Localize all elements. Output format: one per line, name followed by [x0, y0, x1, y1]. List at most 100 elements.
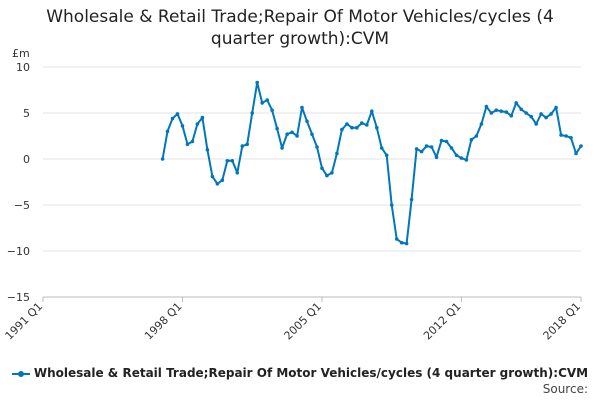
- data-point[interactable]: [165, 129, 170, 134]
- legend: Wholesale & Retail Trade;Repair Of Motor…: [0, 366, 600, 380]
- data-point[interactable]: [384, 153, 389, 158]
- data-point[interactable]: [404, 241, 409, 246]
- y-tick-label: −5: [14, 199, 30, 212]
- data-point[interactable]: [459, 156, 464, 160]
- x-tick-label: 1991 Q1: [3, 300, 46, 343]
- y-tick-label: 10: [16, 61, 30, 74]
- data-point[interactable]: [285, 132, 289, 136]
- data-point[interactable]: [305, 119, 309, 124]
- data-point[interactable]: [419, 149, 424, 154]
- x-tick-label: 1998 Q1: [142, 300, 185, 343]
- data-point[interactable]: [514, 101, 518, 105]
- data-point[interactable]: [499, 109, 504, 113]
- data-point[interactable]: [200, 115, 205, 120]
- data-point[interactable]: [444, 139, 449, 144]
- data-point[interactable]: [439, 138, 444, 143]
- data-point[interactable]: [394, 237, 399, 241]
- data-point[interactable]: [195, 122, 200, 126]
- data-point[interactable]: [345, 122, 349, 126]
- data-point[interactable]: [220, 178, 225, 182]
- data-point[interactable]: [360, 121, 364, 125]
- legend-label: Wholesale & Retail Trade;Repair Of Motor…: [33, 366, 589, 380]
- data-point[interactable]: [484, 104, 489, 109]
- data-point[interactable]: [175, 112, 180, 116]
- data-point[interactable]: [215, 182, 220, 186]
- data-point[interactable]: [544, 115, 548, 120]
- data-point[interactable]: [554, 105, 558, 110]
- data-point[interactable]: [300, 105, 304, 110]
- x-tick-label: 2005 Q1: [282, 300, 325, 343]
- data-point[interactable]: [275, 126, 279, 131]
- data-point[interactable]: [414, 147, 419, 151]
- data-point[interactable]: [265, 98, 270, 102]
- data-point[interactable]: [524, 111, 528, 115]
- data-point[interactable]: [559, 133, 563, 137]
- data-point[interactable]: [260, 101, 265, 105]
- data-point[interactable]: [564, 134, 568, 138]
- data-point[interactable]: [355, 125, 359, 130]
- data-point[interactable]: [270, 108, 274, 112]
- data-point[interactable]: [185, 142, 190, 147]
- data-point[interactable]: [160, 157, 165, 161]
- data-point[interactable]: [295, 134, 299, 138]
- data-point[interactable]: [375, 125, 379, 130]
- series-line: [161, 81, 582, 245]
- data-point[interactable]: [280, 146, 284, 150]
- data-point[interactable]: [325, 173, 329, 178]
- data-point[interactable]: [235, 171, 240, 175]
- data-point[interactable]: [409, 197, 414, 202]
- data-point[interactable]: [335, 151, 339, 156]
- data-point[interactable]: [255, 80, 259, 85]
- data-point[interactable]: [464, 158, 469, 162]
- data-point[interactable]: [454, 153, 459, 158]
- data-point[interactable]: [310, 132, 314, 136]
- data-point[interactable]: [350, 125, 354, 130]
- data-point[interactable]: [240, 144, 245, 148]
- y-tick-label: 5: [23, 107, 30, 120]
- data-point[interactable]: [379, 146, 384, 150]
- data-point[interactable]: [449, 146, 454, 150]
- data-point[interactable]: [504, 110, 509, 114]
- data-point[interactable]: [230, 159, 235, 163]
- data-point[interactable]: [399, 240, 404, 245]
- data-point[interactable]: [180, 124, 185, 128]
- data-point[interactable]: [245, 142, 249, 147]
- data-point[interactable]: [290, 130, 294, 135]
- data-point[interactable]: [190, 139, 195, 144]
- data-point[interactable]: [210, 174, 215, 179]
- x-tick-label: 2018 Q1: [541, 300, 584, 343]
- data-point[interactable]: [569, 136, 573, 140]
- data-point[interactable]: [250, 111, 254, 115]
- data-point[interactable]: [579, 144, 583, 148]
- data-point[interactable]: [320, 166, 324, 170]
- data-point[interactable]: [529, 114, 533, 119]
- data-point[interactable]: [340, 127, 344, 132]
- data-point[interactable]: [389, 203, 394, 207]
- data-point[interactable]: [315, 145, 319, 149]
- data-point[interactable]: [330, 171, 334, 175]
- data-point[interactable]: [205, 148, 210, 152]
- data-point[interactable]: [424, 144, 429, 148]
- data-point[interactable]: [225, 159, 230, 163]
- data-point[interactable]: [365, 123, 369, 127]
- data-point[interactable]: [509, 114, 514, 118]
- chart-title: Wholesale & Retail Trade;Repair Of Motor…: [0, 6, 600, 50]
- data-point[interactable]: [469, 137, 474, 142]
- data-point[interactable]: [489, 111, 494, 115]
- data-point[interactable]: [429, 145, 434, 149]
- data-point[interactable]: [474, 134, 479, 138]
- data-point[interactable]: [434, 155, 439, 159]
- grid: [43, 66, 581, 298]
- data-point[interactable]: [519, 107, 523, 112]
- y-axis-unit: £m: [12, 47, 30, 60]
- data-point[interactable]: [494, 108, 499, 112]
- source-label: Source:: [542, 382, 588, 396]
- data-point[interactable]: [170, 116, 175, 121]
- data-point[interactable]: [534, 122, 538, 126]
- data-point[interactable]: [574, 151, 578, 156]
- data-point[interactable]: [370, 109, 374, 113]
- data-point[interactable]: [539, 112, 543, 116]
- data-point[interactable]: [549, 112, 553, 116]
- data-point[interactable]: [479, 122, 484, 126]
